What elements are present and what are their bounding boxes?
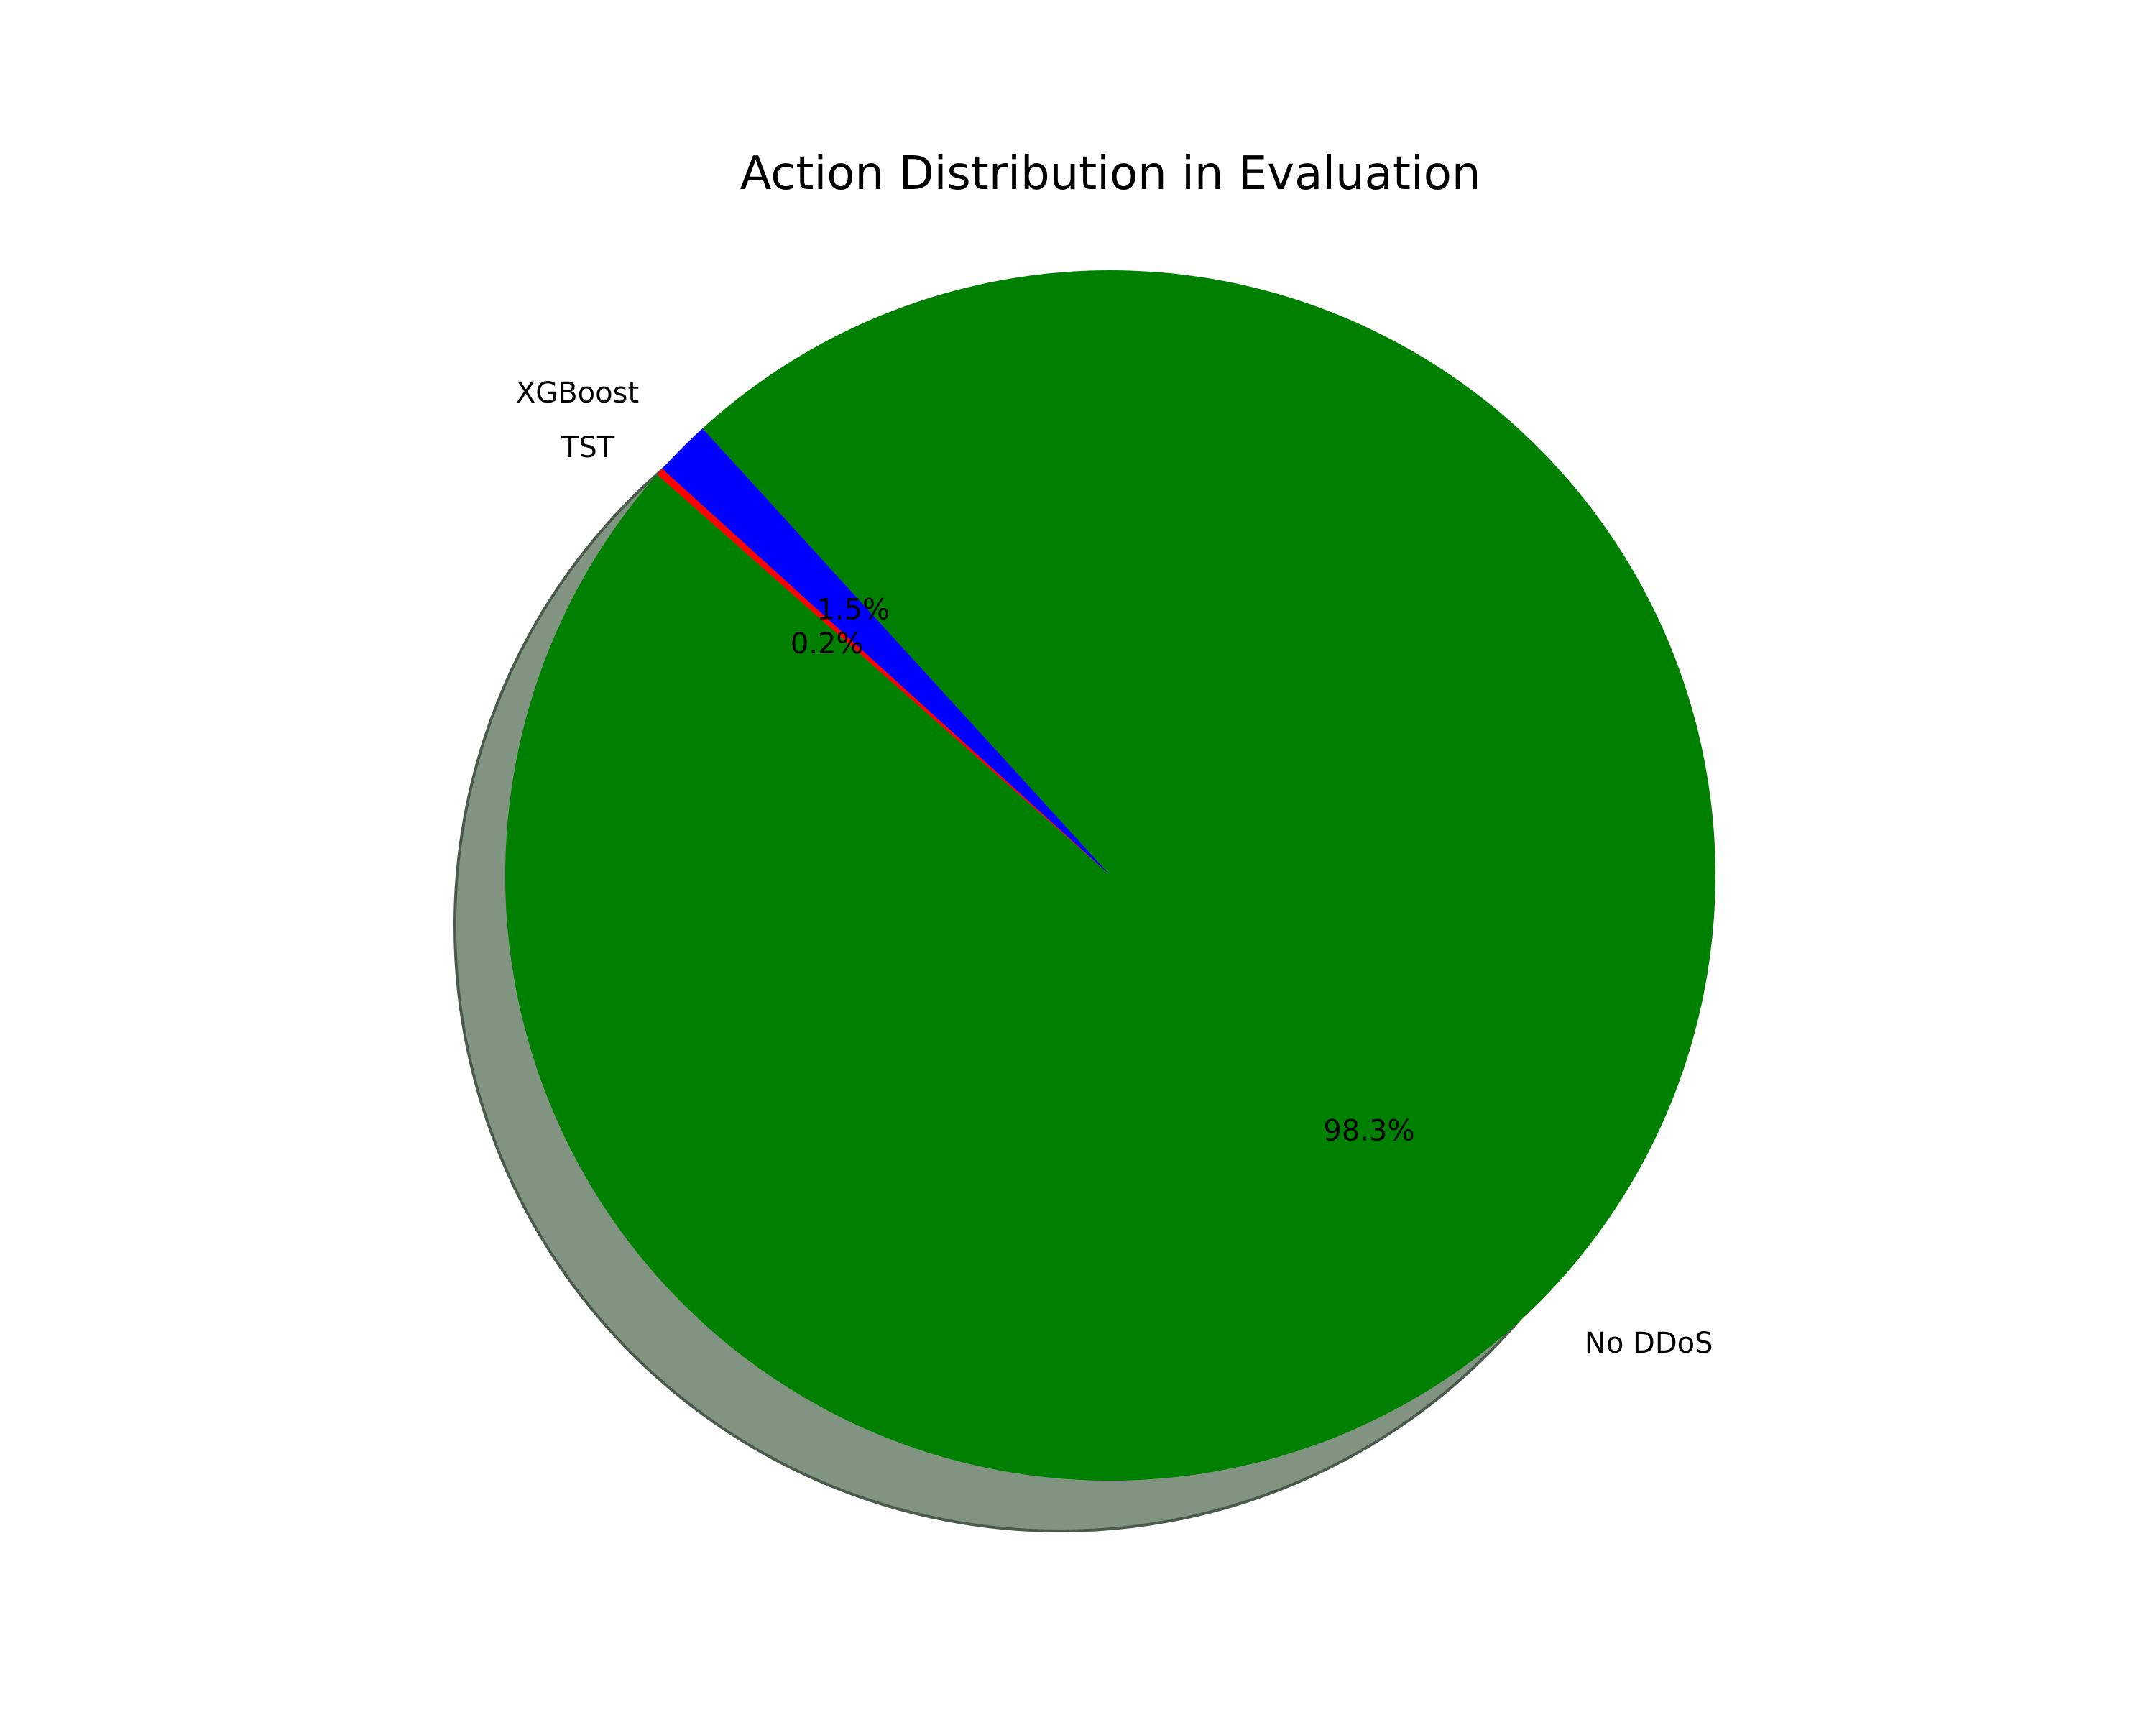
slice-label-xgboost: XGBoost bbox=[516, 377, 639, 410]
pie-label-layer: No DDoS 98.3% XGBoost 1.5% TST 0.2% bbox=[516, 377, 1713, 1360]
pie-slice-layer bbox=[505, 270, 1716, 1481]
pie-slice-xgboost bbox=[662, 428, 1110, 875]
pie-slice-tst bbox=[657, 469, 1110, 875]
slice-label-no-ddos: No DDoS bbox=[1585, 1327, 1713, 1360]
slice-pct-no-ddos: 98.3% bbox=[1323, 1114, 1414, 1147]
slice-pct-tst: 0.2% bbox=[791, 627, 864, 661]
slice-pct-xgboost: 1.5% bbox=[816, 593, 890, 626]
slice-label-tst: TST bbox=[561, 431, 615, 464]
chart-title: Action Distribution in Evaluation bbox=[740, 147, 1481, 201]
